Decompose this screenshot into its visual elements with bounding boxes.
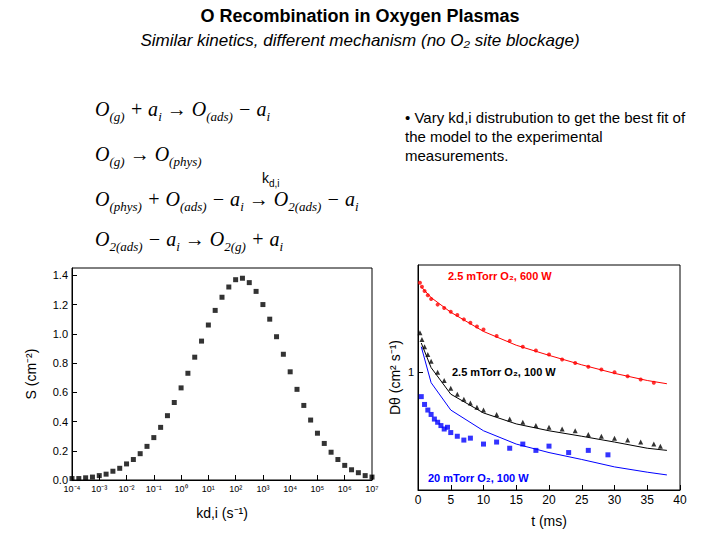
svg-text:10¹: 10¹ — [202, 484, 215, 494]
svg-text:35: 35 — [641, 493, 655, 507]
svg-text:0.2: 0.2 — [53, 445, 68, 457]
svg-text:10⁵: 10⁵ — [311, 484, 325, 494]
html-text:O(g)→ O(phys): O(g)→ O(phys) — [95, 143, 202, 169]
svg-text:1: 1 — [408, 366, 414, 378]
svg-text:10⁻²: 10⁻² — [119, 484, 135, 494]
svg-text:t (ms): t (ms) — [531, 513, 567, 529]
svg-text:1.2: 1.2 — [53, 299, 68, 311]
svg-text:5: 5 — [447, 493, 454, 507]
svg-text:10²: 10² — [229, 484, 242, 494]
svg-text:10³: 10³ — [256, 484, 269, 494]
svg-text:40: 40 — [673, 493, 687, 507]
html-text:Similar kinetics, different me: Similar kinetics, different mechanism (n… — [140, 31, 580, 50]
svg-text:0.6: 0.6 — [53, 386, 68, 398]
html-text:O2(ads)− ai→ O2(g)+ ai: O2(ads)− ai→ O2(g)+ ai — [95, 228, 283, 254]
svg-text:10⁻¹: 10⁻¹ — [146, 484, 162, 494]
svg-text:10: 10 — [477, 493, 491, 507]
svg-text:10⁰: 10⁰ — [175, 484, 188, 494]
html-text:O(g)+ ai→ O(ads)− ai: O(g)+ ai→ O(ads)− ai — [95, 98, 270, 124]
svg-text:10⁴: 10⁴ — [283, 484, 297, 494]
svg-text:15: 15 — [510, 493, 524, 507]
svg-text:2.5 mTorr O₂, 600 W: 2.5 mTorr O₂, 600 W — [448, 270, 552, 282]
svg-text:S (cm⁻²): S (cm⁻²) — [23, 349, 39, 400]
svg-text:25: 25 — [575, 493, 589, 507]
svg-text:Dθ (cm² s⁻¹): Dθ (cm² s⁻¹) — [387, 340, 403, 415]
html-text:• Vary kd,i distrubution to ge: • Vary kd,i distrubution to get the best… — [405, 109, 686, 164]
svg-text:30: 30 — [608, 493, 622, 507]
svg-text:0: 0 — [415, 493, 422, 507]
svg-text:0.8: 0.8 — [53, 357, 68, 369]
svg-text:10⁻⁴: 10⁻⁴ — [64, 484, 81, 494]
html-text:O(phys)+ O(ads)− ai→ O2(ads)−: O(phys)+ O(ads)− ai→ O2(ads)− ai — [95, 188, 359, 214]
svg-text:10⁶: 10⁶ — [338, 484, 352, 494]
svg-text:kd,i (s⁻¹): kd,i (s⁻¹) — [196, 505, 248, 521]
svg-text:10⁻³: 10⁻³ — [91, 484, 107, 494]
svg-text:10⁷: 10⁷ — [365, 484, 378, 494]
html-text:O Recombination in Oxygen Plas: O Recombination in Oxygen Plasmas — [200, 6, 520, 26]
svg-text:20: 20 — [542, 493, 556, 507]
svg-text:0.4: 0.4 — [53, 416, 68, 428]
svg-text:1.4: 1.4 — [53, 269, 68, 281]
svg-text:0.0: 0.0 — [52, 474, 68, 486]
svg-text:1.0: 1.0 — [53, 328, 68, 340]
svg-text:2.5 mTorr O₂, 100 W: 2.5 mTorr O₂, 100 W — [452, 366, 556, 378]
svg-text:20 mTorr O₂, 100 W: 20 mTorr O₂, 100 W — [428, 472, 529, 484]
html-text:kd,i: kd,i — [262, 170, 280, 189]
